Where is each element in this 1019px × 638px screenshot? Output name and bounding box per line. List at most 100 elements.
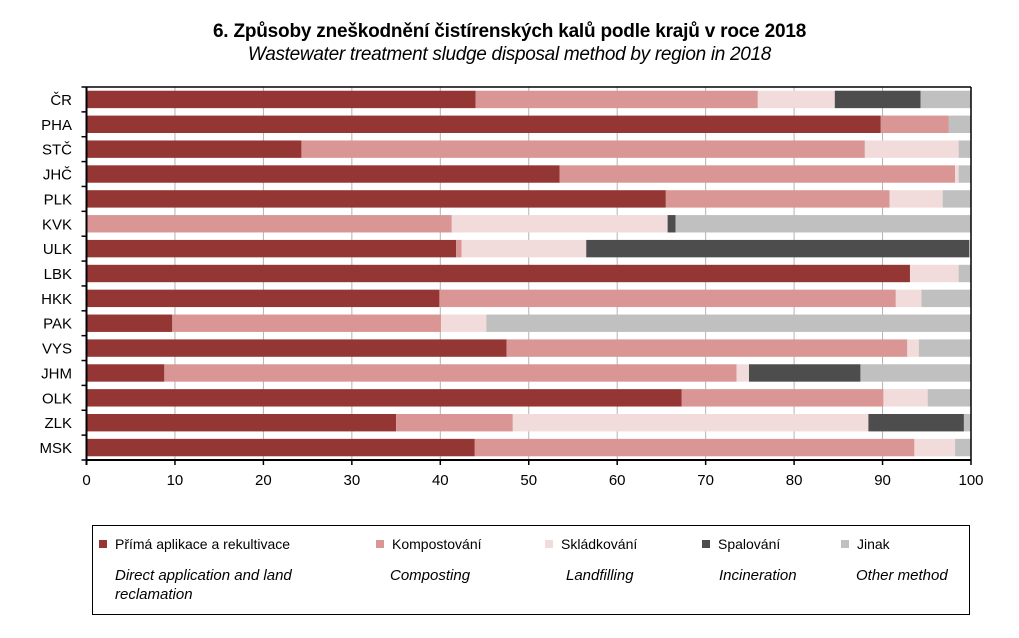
legend-item-composting: Kompostování — [376, 536, 482, 552]
y-tick-label: PAK — [43, 316, 72, 333]
bar-segment-vys-4 — [918, 339, 971, 357]
x-tick-label: 40 — [432, 472, 449, 489]
legend-item-other: Jinak — [841, 536, 890, 552]
y-tick-labels: ČR PHA STČ JHČ PLK KVK ULK LBK HKK PAK VYS JHM OLK ZL… — [39, 92, 72, 457]
bar-segment-jhm-2 — [736, 364, 749, 382]
bar-segment-čr-2 — [757, 90, 835, 109]
bar-segment-plk-4 — [942, 190, 971, 208]
bar-segment-hkk-0 — [86, 289, 440, 308]
bar-segment-plk-1 — [665, 190, 890, 208]
bar-segment-kvk-1 — [86, 215, 452, 233]
y-tick-label: MSK — [39, 440, 72, 457]
bar-segment-vys-1 — [506, 339, 908, 357]
bar-segment-vys-0 — [86, 339, 507, 357]
y-tick-label: ZLK — [44, 415, 72, 432]
legend-label: Jinak — [857, 536, 890, 552]
bar-segment-kvk-2 — [451, 215, 668, 233]
bar-segment-kvk-4 — [675, 215, 971, 233]
y-tick-label: VYS — [42, 341, 72, 358]
y-tick-label: OLK — [42, 390, 72, 407]
bar-segment-pak-0 — [86, 314, 173, 332]
bar-segment-jhm-3 — [748, 364, 861, 382]
bar-segment-jhč-1 — [559, 165, 956, 183]
bar-segment-zlk-0 — [86, 413, 397, 432]
bar-segment-jhm-4 — [860, 364, 971, 382]
legend-swatch — [99, 540, 107, 548]
y-tick-label: JHČ — [43, 167, 72, 184]
bars — [86, 90, 971, 457]
legend-label: Přímá aplikace a rekultivace — [115, 536, 291, 552]
bar-segment-ulk-2 — [461, 239, 587, 258]
y-tick-label: LBK — [44, 266, 72, 283]
bar-segment-stč-4 — [958, 140, 971, 158]
bar-segment-olk-1 — [681, 389, 884, 407]
legend-item-landfilling: Skládkování — [545, 536, 637, 552]
bar-segment-msk-0 — [86, 438, 475, 457]
bar-segment-stč-2 — [864, 140, 959, 158]
x-tick-label: 30 — [344, 472, 361, 489]
legend-label-en: Composting — [390, 567, 471, 584]
x-tick-label: 20 — [255, 472, 272, 489]
bar-segment-plk-0 — [86, 190, 666, 208]
bar-segment-olk-2 — [883, 389, 928, 407]
legend-swatch — [376, 540, 384, 548]
bar-segment-hkk-4 — [921, 289, 971, 308]
x-tick-label: 0 — [82, 472, 90, 489]
y-tick-label: PHA — [41, 117, 72, 134]
x-tick-label: 50 — [520, 472, 537, 489]
chart-subtitle: Wastewater treatment sludge disposal met… — [247, 44, 772, 65]
bar-segment-pak-1 — [172, 314, 442, 332]
bar-segment-ulk-3 — [586, 239, 970, 258]
bar-segment-hkk-1 — [439, 289, 896, 308]
x-tick-label: 10 — [167, 472, 184, 489]
y-tick-label: JHM — [41, 365, 72, 382]
bar-segment-jhm-1 — [164, 364, 737, 382]
bar-segment-kvk-3 — [667, 215, 676, 233]
bar-segment-pak-4 — [486, 314, 971, 332]
legend-label-en: Other method — [856, 567, 948, 584]
bar-segment-pha-0 — [86, 115, 881, 134]
bar-segment-čr-4 — [920, 90, 971, 109]
bar-segment-msk-2 — [914, 438, 956, 457]
bar-segment-ulk-0 — [86, 239, 457, 258]
bar-segment-msk-4 — [955, 438, 971, 457]
legend-label-en: Direct application and land reclamation — [115, 567, 292, 603]
bar-segment-zlk-4 — [963, 413, 971, 432]
bar-segment-olk-0 — [86, 389, 682, 407]
bar-segment-stč-1 — [301, 140, 865, 158]
x-tick-label: 90 — [874, 472, 891, 489]
legend-swatch — [545, 540, 553, 548]
bar-segment-vys-2 — [907, 339, 919, 357]
bar-segment-lbk-2 — [909, 264, 959, 283]
legend-label: Skládkování — [561, 536, 638, 552]
bar-segment-zlk-2 — [512, 413, 869, 432]
y-tick-label: ULK — [43, 241, 72, 258]
axes — [81, 86, 972, 465]
bar-segment-zlk-1 — [396, 413, 513, 432]
bar-segment-lbk-0 — [86, 264, 910, 283]
x-tick-label: 70 — [697, 472, 714, 489]
bar-segment-ulk-1 — [456, 239, 462, 258]
bar-segment-olk-4 — [927, 389, 971, 407]
legend-item-incineration: Spalování — [702, 536, 780, 552]
legend: Přímá aplikace a rekultivace Direct appl… — [92, 525, 970, 615]
bar-segment-jhč-4 — [958, 165, 971, 183]
legend-label: Spalování — [718, 536, 781, 552]
bar-segment-jhm-0 — [86, 364, 165, 382]
x-tick-label: 100 — [958, 472, 983, 489]
y-tick-label: HKK — [41, 291, 72, 308]
bar-segment-stč-0 — [86, 140, 302, 158]
bar-segment-lbk-4 — [958, 264, 971, 283]
legend-swatch — [841, 540, 849, 548]
y-tick-label: PLK — [44, 191, 72, 208]
x-tick-labels: 0 10 20 30 40 50 60 70 80 90 100 — [82, 472, 983, 489]
legend-label: Kompostování — [392, 536, 482, 552]
bar-segment-pha-4 — [948, 115, 971, 134]
legend-item-direct-application: Přímá aplikace a rekultivace — [99, 536, 290, 552]
chart-title: 6. Způsoby zneškodnění čistírenských kal… — [212, 21, 807, 42]
bar-segment-čr-3 — [834, 90, 921, 109]
bar-segment-ulk-4 — [969, 239, 971, 258]
legend-label-en: Landfilling — [566, 567, 634, 584]
legend-label-en: Incineration — [719, 567, 797, 584]
bar-segment-jhč-2 — [955, 165, 959, 183]
